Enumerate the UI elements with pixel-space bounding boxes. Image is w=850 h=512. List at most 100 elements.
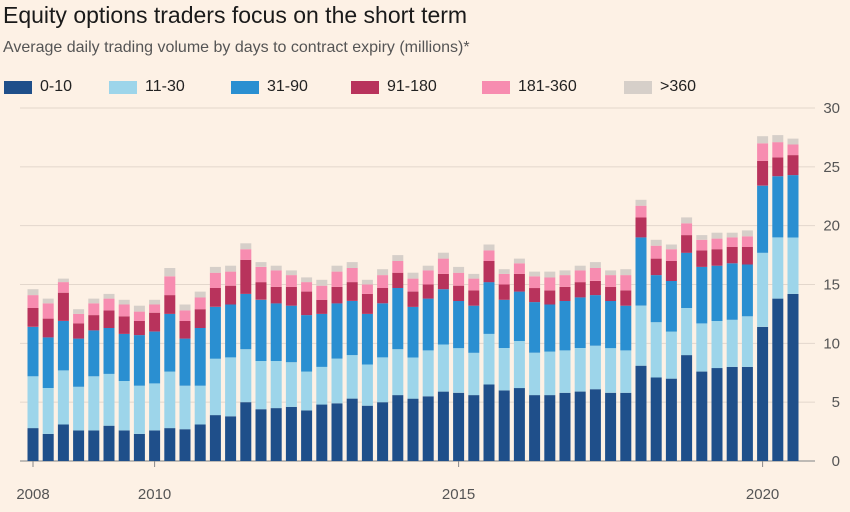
bar-segment-91180 (346, 282, 358, 301)
bar-segment-010 (757, 326, 769, 461)
x-tick-label: 2020 (746, 486, 779, 503)
bar-segment-181360 (741, 236, 753, 247)
bar-segment-181360 (650, 245, 662, 259)
bar-segment-91180 (544, 290, 556, 305)
bar-segment-181360 (27, 295, 39, 308)
bar-segment-1130 (453, 348, 465, 393)
bar-segment-360 (787, 138, 799, 145)
bar-segment-010 (407, 398, 419, 461)
bar-segment-91180 (483, 261, 495, 283)
bar-segment-3190 (255, 299, 267, 361)
bar-segment-010 (741, 366, 753, 461)
bar-segment-181360 (240, 249, 252, 260)
bar-segment-010 (392, 395, 404, 461)
bar-segment-181360 (407, 278, 419, 292)
bar-segment-3190 (453, 301, 465, 349)
bar-segment-3190 (498, 299, 510, 348)
bar-segment-91180 (498, 284, 510, 300)
bar-segment-010 (361, 405, 373, 461)
bar-segment-1130 (118, 381, 130, 431)
bar-segment-010 (194, 424, 206, 461)
bar-segment-3190 (696, 266, 708, 324)
legend-item: 11-30 (109, 78, 185, 96)
bar-segment-360 (559, 270, 571, 276)
bar-segment-360 (301, 277, 313, 283)
bar-segment-181360 (346, 268, 358, 283)
bar-segment-360 (88, 298, 100, 304)
bar-segment-010 (559, 392, 571, 461)
bar-segment-181360 (88, 303, 100, 316)
bar-segment-181360 (255, 266, 267, 283)
bar-segment-1130 (589, 345, 601, 390)
bar-segment-181360 (377, 275, 389, 288)
x-tick-label: 2015 (442, 486, 475, 503)
bar-segment-3190 (559, 301, 571, 351)
bar-segment-3190 (73, 338, 85, 387)
bar-segment-1130 (209, 358, 221, 416)
bar-segment-1130 (483, 333, 495, 385)
bar-segment-010 (240, 402, 252, 461)
bar-segment-91180 (392, 272, 404, 288)
bar-segment-181360 (711, 238, 723, 250)
bar-segment-010 (133, 433, 145, 461)
bar-segment-91180 (331, 286, 343, 304)
bar-segment-91180 (437, 273, 449, 290)
bar-segment-3190 (240, 293, 252, 350)
legend-label: 91-180 (387, 78, 437, 95)
bar-segment-360 (513, 258, 525, 264)
bar-segment-3190 (787, 175, 799, 238)
y-tick-label: 30 (823, 100, 840, 117)
bar-segment-91180 (635, 217, 647, 238)
bar-segment-010 (255, 409, 267, 461)
bar-segment-3190 (27, 326, 39, 377)
bar-segment-91180 (42, 318, 54, 338)
bar-segment-1130 (787, 237, 799, 294)
legend-label: 11-30 (145, 78, 185, 95)
bar-segment-181360 (437, 258, 449, 274)
bar-segment-91180 (179, 321, 191, 339)
bar-segment-3190 (620, 305, 632, 351)
x-tick-label: 2008 (16, 486, 49, 503)
bar-segment-91180 (696, 250, 708, 267)
bar-segment-360 (164, 268, 176, 277)
y-tick-label: 0 (832, 453, 840, 470)
bar-segment-91180 (164, 295, 176, 314)
bar-segment-010 (301, 410, 313, 461)
bar-segment-360 (194, 291, 206, 298)
bar-segment-91180 (149, 312, 161, 332)
bar-segment-360 (681, 217, 693, 224)
bar-segment-3190 (194, 328, 206, 386)
bar-segment-1130 (27, 376, 39, 429)
bar-segment-91180 (225, 285, 237, 305)
bar-segment-91180 (361, 293, 373, 314)
bar-segment-181360 (422, 270, 434, 285)
bar-segment-3190 (529, 302, 541, 353)
bar-segment-360 (255, 262, 267, 267)
bar-segment-360 (225, 265, 237, 272)
bar-segment-1130 (149, 383, 161, 431)
bar-segment-010 (650, 377, 662, 461)
bar-segment-91180 (559, 286, 571, 301)
bar-segment-91180 (377, 288, 389, 304)
bar-segment-1130 (255, 361, 267, 410)
bar-segment-1130 (665, 331, 677, 379)
bar-segment-91180 (787, 155, 799, 176)
bar-segment-3190 (650, 275, 662, 323)
bar-segment-3190 (149, 331, 161, 384)
bar-segment-1130 (57, 370, 69, 425)
bar-segment-360 (270, 265, 282, 271)
bar-segment-91180 (209, 288, 221, 307)
bar-segment-360 (133, 305, 145, 312)
bar-segment-360 (27, 289, 39, 296)
bar-segment-1130 (133, 385, 145, 434)
bar-segment-360 (118, 299, 130, 305)
bar-segment-3190 (392, 288, 404, 350)
bar-segment-181360 (589, 268, 601, 281)
bar-segment-360 (73, 309, 85, 314)
bar-segment-1130 (377, 357, 389, 403)
bar-segment-1130 (346, 355, 358, 399)
bar-segment-91180 (57, 292, 69, 321)
bar-segment-3190 (270, 303, 282, 361)
bar-segment-1130 (757, 252, 769, 327)
bar-segment-360 (589, 262, 601, 268)
